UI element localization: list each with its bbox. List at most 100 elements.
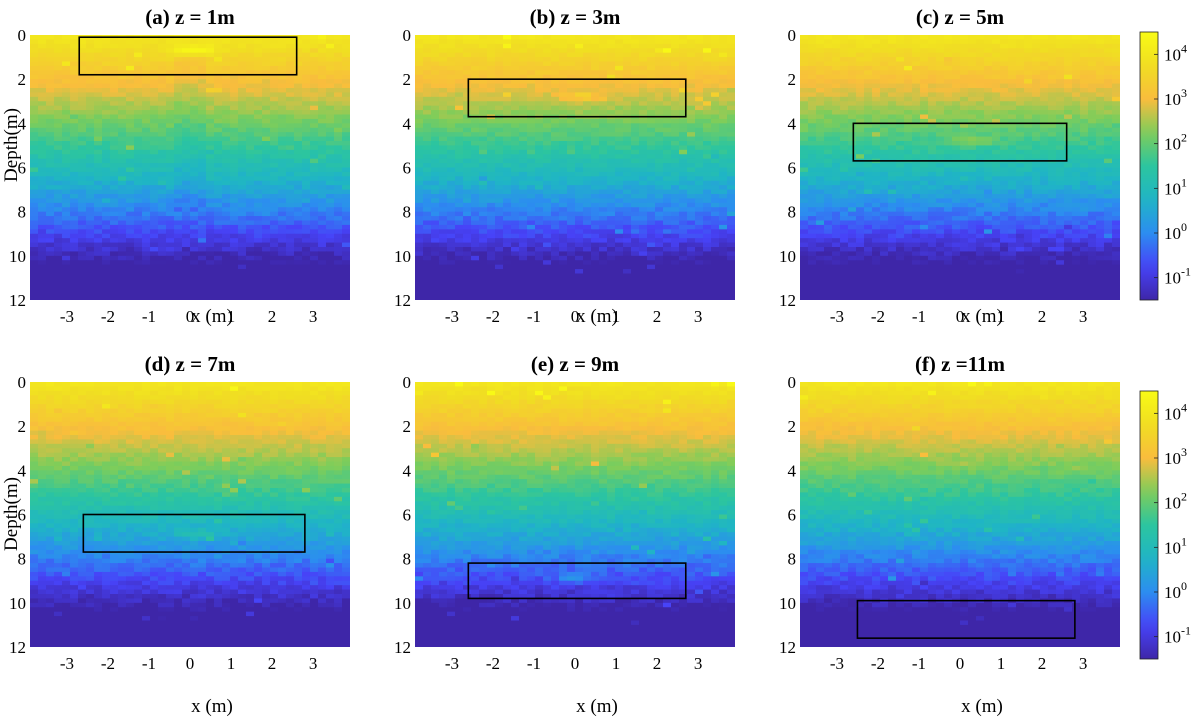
heatmap-cell bbox=[639, 171, 648, 177]
heatmap-cell bbox=[503, 216, 512, 222]
heatmap-cell bbox=[455, 154, 464, 160]
heatmap-cell bbox=[158, 70, 167, 76]
heatmap-cell bbox=[487, 260, 496, 266]
heatmap-cell bbox=[575, 247, 584, 253]
heatmap-cell bbox=[238, 198, 247, 204]
heatmap-cell bbox=[94, 145, 103, 151]
heatmap-cell bbox=[190, 167, 199, 173]
heatmap-cell bbox=[238, 105, 247, 111]
heatmap-cell bbox=[727, 118, 735, 124]
heatmap-cell bbox=[110, 145, 119, 151]
heatmap-cell bbox=[302, 167, 311, 173]
panel-title: (b) z = 3m bbox=[530, 5, 621, 29]
heatmap-cell bbox=[663, 180, 672, 186]
heatmap-cell bbox=[150, 229, 159, 235]
heatmap-cell bbox=[503, 79, 512, 85]
heatmap-cell bbox=[342, 43, 350, 49]
heatmap-cell bbox=[206, 163, 215, 169]
heatmap-cell bbox=[94, 88, 103, 94]
heatmap-cell bbox=[166, 132, 175, 138]
heatmap-cell bbox=[278, 247, 287, 253]
heatmap-cell bbox=[126, 295, 135, 300]
heatmap-cell bbox=[703, 247, 712, 253]
heatmap-cell bbox=[270, 251, 279, 257]
heatmap-cell bbox=[214, 216, 223, 222]
heatmap-cell bbox=[110, 216, 119, 222]
heatmap-cell bbox=[543, 105, 552, 111]
heatmap-cell bbox=[262, 277, 271, 283]
heatmap-cell bbox=[575, 154, 584, 160]
heatmap-cell bbox=[575, 35, 584, 41]
heatmap-cell bbox=[447, 70, 456, 76]
heatmap-cell bbox=[423, 295, 432, 300]
heatmap-cell bbox=[310, 295, 319, 300]
heatmap-cell bbox=[70, 88, 79, 94]
heatmap-cell bbox=[198, 286, 207, 292]
heatmap-cell bbox=[30, 233, 39, 239]
heatmap-cell bbox=[262, 83, 271, 89]
heatmap-cell bbox=[150, 176, 159, 182]
heatmap-cell bbox=[190, 101, 199, 107]
heatmap-cell bbox=[62, 224, 71, 230]
heatmap-cell bbox=[423, 189, 432, 195]
heatmap-cell bbox=[150, 238, 159, 244]
heatmap-cell bbox=[334, 79, 343, 85]
heatmap-cell bbox=[254, 167, 263, 173]
heatmap-cell bbox=[439, 260, 448, 266]
heatmap-cell bbox=[134, 52, 143, 58]
heatmap-cell bbox=[415, 264, 424, 270]
heatmap-cell bbox=[134, 295, 143, 300]
heatmap-cell bbox=[1032, 39, 1041, 45]
heatmap-cell bbox=[840, 43, 849, 49]
heatmap-cell bbox=[318, 167, 327, 173]
heatmap-cell bbox=[318, 171, 327, 177]
heatmap-cell bbox=[904, 35, 913, 41]
heatmap-cell bbox=[663, 149, 672, 155]
heatmap-cell bbox=[695, 202, 704, 208]
heatmap-cell bbox=[471, 207, 480, 213]
heatmap-cell bbox=[687, 171, 696, 177]
heatmap-cell bbox=[431, 123, 440, 129]
heatmap-cell bbox=[503, 57, 512, 63]
heatmap-cell bbox=[615, 52, 624, 58]
heatmap-cell bbox=[238, 282, 247, 288]
heatmap-cell bbox=[471, 57, 480, 63]
heatmap-cell bbox=[487, 79, 496, 85]
heatmap-cell bbox=[431, 136, 440, 142]
heatmap-cell bbox=[607, 255, 616, 261]
heatmap-cell bbox=[663, 233, 672, 239]
heatmap-cell bbox=[727, 65, 735, 71]
heatmap-cell bbox=[126, 105, 135, 111]
heatmap-cell bbox=[254, 105, 263, 111]
heatmap-cell bbox=[246, 57, 255, 63]
heatmap-cell bbox=[727, 141, 735, 147]
heatmap-cell bbox=[423, 96, 432, 102]
heatmap-cell bbox=[326, 105, 335, 111]
heatmap-cell bbox=[415, 247, 424, 253]
heatmap-cell bbox=[134, 277, 143, 283]
heatmap-cell bbox=[487, 110, 496, 116]
heatmap-cell bbox=[623, 264, 632, 270]
heatmap-cell bbox=[262, 163, 271, 169]
heatmap-cell bbox=[623, 295, 632, 300]
heatmap-cell bbox=[607, 233, 616, 239]
heatmap-cell bbox=[310, 141, 319, 147]
heatmap-cell bbox=[158, 141, 167, 147]
heatmap-cell bbox=[270, 273, 279, 279]
heatmap-cell bbox=[78, 251, 87, 257]
heatmap-cell bbox=[623, 224, 632, 230]
heatmap-cell bbox=[591, 238, 600, 244]
heatmap-cell bbox=[511, 105, 520, 111]
heatmap-cell bbox=[551, 185, 560, 191]
heatmap-cell bbox=[246, 194, 255, 200]
heatmap-cell bbox=[46, 269, 55, 275]
heatmap-cell bbox=[495, 149, 504, 155]
heatmap-cell bbox=[326, 286, 335, 292]
heatmap-cell bbox=[254, 233, 263, 239]
heatmap-cell bbox=[142, 194, 151, 200]
heatmap-cell bbox=[559, 127, 568, 133]
heatmap-cell bbox=[727, 52, 735, 58]
heatmap-cell bbox=[222, 273, 231, 279]
heatmap-cell bbox=[543, 57, 552, 63]
heatmap-cell bbox=[511, 286, 520, 292]
